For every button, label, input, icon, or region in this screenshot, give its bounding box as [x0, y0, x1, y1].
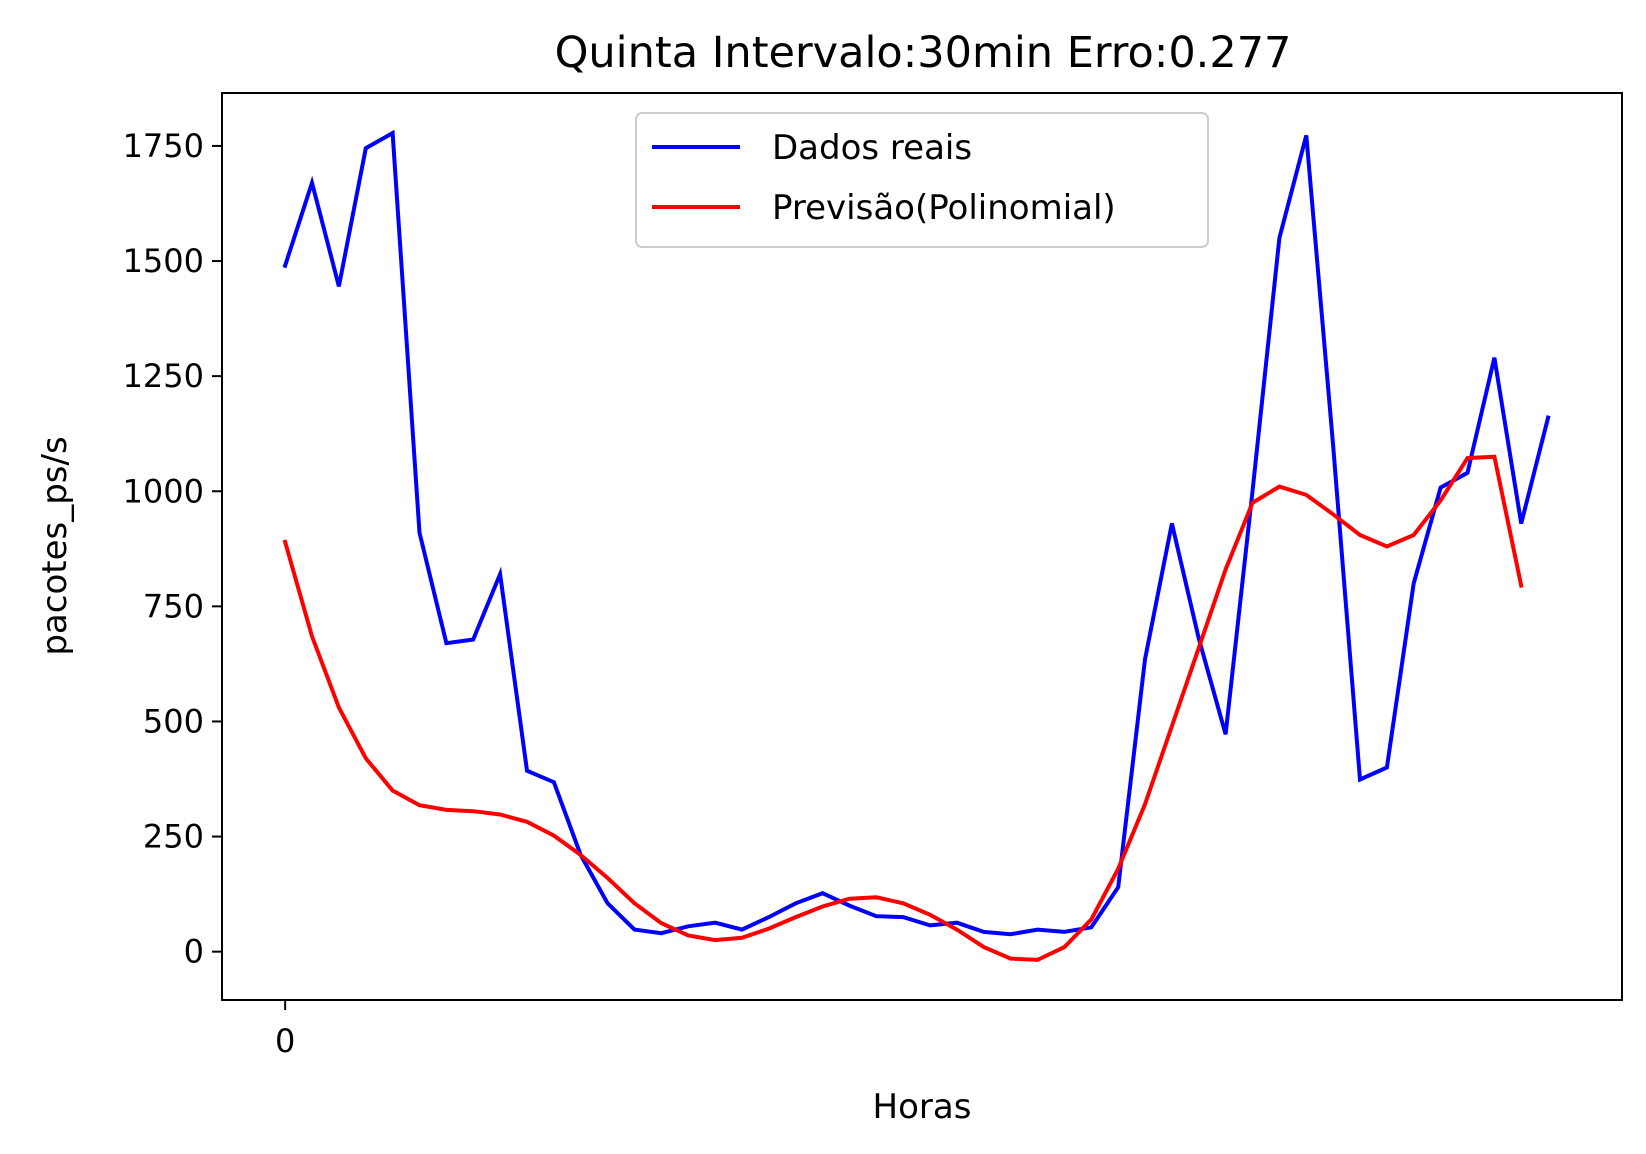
- chart-title: Quinta Intervalo:30min Erro:0.277: [555, 28, 1292, 78]
- legend-frame: [635, 112, 1209, 248]
- y-tick-label-1750: 1750: [123, 127, 204, 165]
- legend: Dados reais Previsão(Polinomial): [635, 112, 1209, 248]
- y-axis-label: pacotes_ps/s: [35, 436, 75, 655]
- y-tick-label-1500: 1500: [123, 242, 204, 280]
- y-tick-label-250: 250: [143, 818, 204, 856]
- x-tick-label-0: 0: [275, 1022, 295, 1060]
- series-line-previsao-polinomial: [282, 454, 1524, 962]
- series-line-dados-reais: [282, 129, 1551, 937]
- y-tick-label-500: 500: [143, 702, 204, 740]
- y-tick-label-1250: 1250: [123, 357, 204, 395]
- plot-frame: [221, 92, 1623, 1001]
- legend-label-previsao-polinomial: Previsão(Polinomial): [772, 188, 1116, 228]
- y-tick-label-0: 0: [184, 933, 204, 971]
- y-tick-label-1000: 1000: [123, 472, 204, 510]
- plot-area: [221, 92, 1623, 1001]
- legend-label-dados-reais: Dados reais: [772, 128, 972, 168]
- y-tick-label-750: 750: [143, 587, 204, 625]
- series-layer: [282, 129, 1551, 962]
- x-axis-label: Horas: [873, 1087, 972, 1127]
- y-axis: 0 250 500 750 1000 1250 1500 1750: [123, 127, 222, 971]
- x-axis: 0: [275, 1000, 295, 1060]
